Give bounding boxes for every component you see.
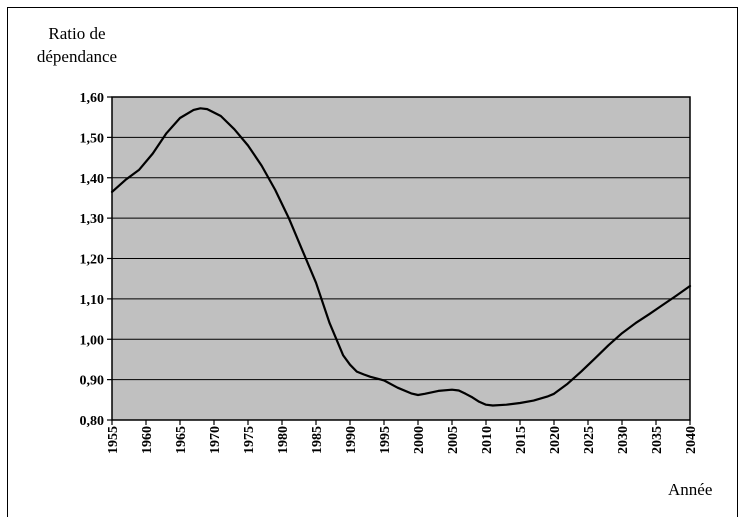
y-tick-label: 1,30 bbox=[80, 212, 105, 227]
y-tick-label: 1,20 bbox=[80, 253, 105, 268]
x-tick-label: 1980 bbox=[276, 426, 291, 454]
x-tick-label: 1975 bbox=[242, 426, 257, 454]
y-tick-label: 1,50 bbox=[80, 131, 105, 146]
x-tick-label: 2035 bbox=[650, 426, 665, 454]
y-tick-label: 1,60 bbox=[80, 91, 105, 106]
y-axis-title-line-2: dépendance bbox=[36, 47, 118, 66]
y-tick-label: 1,40 bbox=[80, 172, 105, 187]
x-tick-label: 1990 bbox=[344, 426, 359, 454]
y-axis-title-line-1: Ratio de bbox=[48, 24, 106, 43]
x-tick-label: 1965 bbox=[174, 426, 189, 454]
x-tick-label: 2025 bbox=[582, 426, 597, 454]
chart-frame bbox=[7, 7, 738, 517]
series-line bbox=[110, 107, 692, 407]
x-tick-label: 1995 bbox=[378, 426, 393, 454]
x-tick-label: 2000 bbox=[412, 426, 427, 454]
x-axis-title: Année bbox=[668, 480, 713, 499]
x-tick-label: 1960 bbox=[140, 426, 155, 454]
y-axis-title: Ratio de dépendance bbox=[22, 22, 132, 68]
y-tick-label: 1,00 bbox=[80, 333, 105, 348]
x-tick-label: 2020 bbox=[548, 426, 563, 454]
x-tick-label: 1955 bbox=[106, 426, 121, 454]
y-tick-label: 0,80 bbox=[80, 414, 105, 429]
x-tick-label: 1970 bbox=[208, 426, 223, 454]
x-tick-label: 2040 bbox=[684, 426, 699, 454]
x-tick-label: 2005 bbox=[446, 426, 461, 454]
x-tick-label: 1985 bbox=[310, 426, 325, 454]
y-tick-label: 1,10 bbox=[80, 293, 105, 308]
y-tick-label: 0,90 bbox=[80, 374, 105, 389]
x-tick-label: 2030 bbox=[616, 426, 631, 454]
x-tick-label: 2015 bbox=[514, 426, 529, 454]
x-tick-label: 2010 bbox=[480, 426, 495, 454]
